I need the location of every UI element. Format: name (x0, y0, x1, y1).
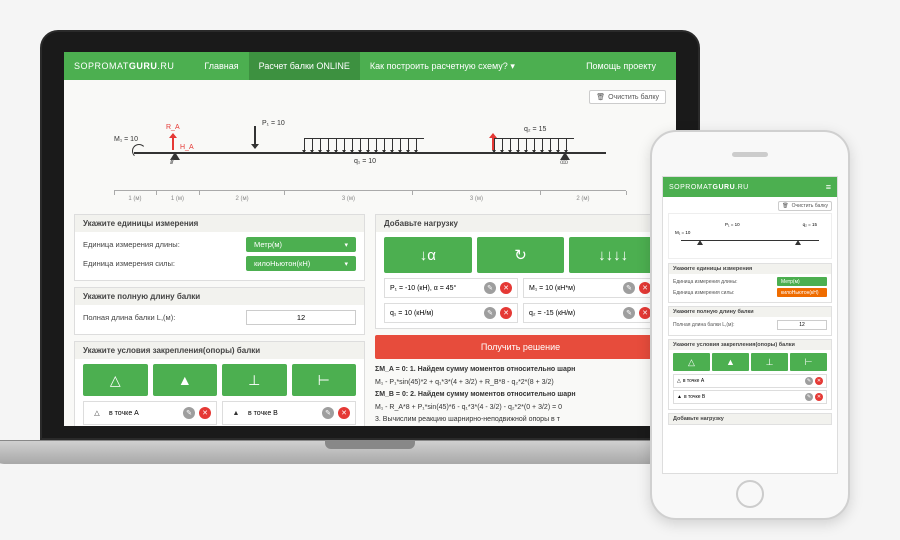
moment-icon: ↻ (514, 246, 527, 264)
roller-support-icon: ▲ (178, 372, 192, 388)
trash-icon: 🗑 (596, 93, 605, 101)
load-chip: q₁ = 10 (кН/м) ✎ ✕ (384, 303, 518, 323)
point-load-icon (254, 126, 256, 148)
delete-icon[interactable]: ✕ (815, 377, 823, 385)
pin-support-icon: △ (110, 372, 121, 389)
distributed-load-q1-icon (304, 138, 424, 152)
loads-panel-title: Добавьте нагрузку (376, 215, 665, 232)
delete-icon[interactable]: ✕ (500, 307, 512, 319)
support-a-icon: //// (170, 152, 180, 166)
moment-label: M₁ = 10 (114, 136, 138, 143)
force-unit-select[interactable]: килоНьютон(кН) (777, 288, 827, 297)
pin-support-icon: △ (89, 405, 105, 421)
app-window: SOPROMATGURU.RU Главная Расчет балки ONL… (64, 52, 676, 426)
moment-icon (132, 144, 146, 158)
clear-beam-button[interactable]: 🗑Очистить балку (778, 201, 832, 211)
logo: SOPROMATGURU.RU (669, 184, 749, 191)
fixed-support-icon: ⊥ (248, 372, 260, 389)
supports-panel: Укажите условия закрепления(опоры) балки… (668, 339, 832, 410)
units-panel: Укажите единицы измерения Единица измере… (668, 263, 832, 303)
beam-length-input[interactable] (777, 320, 827, 330)
edit-icon[interactable]: ✎ (484, 307, 496, 319)
support-type-hinge-button[interactable]: ⊢ (790, 353, 827, 371)
beam-length-input[interactable] (246, 310, 356, 325)
support-type-fixed-button[interactable]: ⊥ (751, 353, 788, 371)
loads-panel: Добавьте нагрузку ↓α ↻ ↓↓↓↓ P₁ = -10 (кН… (375, 214, 666, 329)
edit-icon[interactable]: ✎ (623, 282, 635, 294)
support-type-roller-button[interactable]: ▲ (712, 353, 749, 371)
beam-ruler: 1 (м) 1 (м) 2 (м) 3 (м) 3 (м) 2 (м) (114, 190, 626, 208)
phone-mockup: SOPROMATGURU.RU ≡ 🗑Очистить балку M₁ = 1… (650, 130, 850, 520)
edit-icon[interactable]: ✎ (484, 282, 496, 294)
support-chip-a: △ в точке A ✎ ✕ (83, 401, 217, 425)
units-panel-title: Укажите единицы измерения (75, 215, 364, 232)
load-chip: P₁ = -10 (кН), α = 45° ✎ ✕ (384, 278, 518, 298)
force-unit-select[interactable]: килоНьютон(кН) (246, 256, 356, 271)
phone-home-button (736, 480, 764, 508)
delete-icon[interactable]: ✕ (815, 393, 823, 401)
solve-button[interactable]: Получить решение (375, 335, 666, 359)
length-unit-select[interactable]: Метр(м) (777, 277, 827, 286)
nav-howto[interactable]: Как построить расчетную схему? ▾ (360, 52, 525, 80)
support-b-icon: οοο (560, 152, 570, 166)
beam-diagram: M₁ = 10 R_A H_A //// P₁ = 10 q₁ = 10 οοο (74, 108, 666, 188)
edit-icon[interactable]: ✎ (623, 307, 635, 319)
nav-home[interactable]: Главная (194, 52, 248, 80)
app-header: SOPROMATGURU.RU Главная Расчет балки ONL… (64, 52, 676, 80)
distributed-load-q2-icon (494, 138, 574, 152)
load-chip: q₂ = -15 (кН/м) ✎ ✕ (523, 303, 657, 323)
support-type-pin-button[interactable]: △ (673, 353, 710, 371)
supports-panel-title: Укажите условия закрепления(опоры) балки (75, 342, 364, 359)
delete-icon[interactable]: ✕ (199, 407, 211, 419)
load-chip: M₁ = 10 (кН*м) ✎ ✕ (523, 278, 657, 298)
edit-icon[interactable]: ✎ (805, 377, 813, 385)
phone-app-window: SOPROMATGURU.RU ≡ 🗑Очистить балку M₁ = 1… (662, 176, 838, 474)
support-type-pin-button[interactable]: △ (83, 364, 148, 396)
add-distributed-load-button[interactable]: ↓↓↓↓ (569, 237, 657, 273)
beam-length-label: Полная длина балки L,(м): (83, 313, 246, 322)
length-unit-label: Единица измерения длины: (83, 240, 246, 249)
loads-panel: Добавьте нагрузку (668, 413, 832, 425)
nav-beam-calc[interactable]: Расчет балки ONLINE (249, 52, 360, 80)
solution-output: ΣM_A = 0: 1. Найдем сумму моментов относ… (375, 365, 666, 426)
nav-help[interactable]: Помощь проекту (576, 52, 666, 80)
distributed-load-icon: ↓↓↓↓ (598, 247, 628, 264)
length-panel: Укажите полную длину балки Полная длина … (668, 306, 832, 336)
length-panel: Укажите полную длину балки Полная длина … (74, 287, 365, 335)
reaction-ra-arrow (172, 134, 174, 150)
support-type-fixed-button[interactable]: ⊥ (222, 364, 287, 396)
add-point-load-button[interactable]: ↓α (384, 237, 472, 273)
force-unit-label: Единица измерения силы: (83, 259, 246, 268)
phone-header: SOPROMATGURU.RU ≡ (663, 177, 837, 197)
support-chip-b: ▲ в точке B✎✕ (673, 390, 827, 404)
edit-icon[interactable]: ✎ (183, 407, 195, 419)
menu-icon[interactable]: ≡ (826, 182, 831, 192)
add-moment-button[interactable]: ↻ (477, 237, 565, 273)
logo: SOPROMATGURU.RU (74, 61, 174, 71)
delete-icon[interactable]: ✕ (500, 282, 512, 294)
length-panel-title: Укажите полную длину балки (75, 288, 364, 305)
beam-diagram: M₁ = 10 P₁ = 10 q₂ = 15 (668, 213, 832, 259)
main-nav: Главная Расчет балки ONLINE Как построит… (194, 52, 525, 80)
support-chip-b: ▲ в точке B ✎ ✕ (222, 401, 356, 425)
edit-icon[interactable]: ✎ (805, 393, 813, 401)
hinge-icon: ⊢ (318, 372, 330, 389)
support-type-hinge-button[interactable]: ⊢ (292, 364, 357, 396)
support-chip-a: △ в точке A✎✕ (673, 374, 827, 388)
supports-panel: Укажите условия закрепления(опоры) балки… (74, 341, 365, 426)
point-load-icon: ↓α (420, 247, 436, 264)
roller-support-icon: ▲ (228, 405, 244, 421)
delete-icon[interactable]: ✕ (338, 407, 350, 419)
support-type-roller-button[interactable]: ▲ (153, 364, 218, 396)
edit-icon[interactable]: ✎ (322, 407, 334, 419)
clear-beam-button[interactable]: 🗑 Очистить балку (589, 90, 666, 104)
laptop-mockup: SOPROMATGURU.RU Главная Расчет балки ONL… (40, 30, 700, 470)
units-panel: Укажите единицы измерения Единица измере… (74, 214, 365, 281)
length-unit-select[interactable]: Метр(м) (246, 237, 356, 252)
trash-icon: 🗑 (782, 203, 788, 209)
